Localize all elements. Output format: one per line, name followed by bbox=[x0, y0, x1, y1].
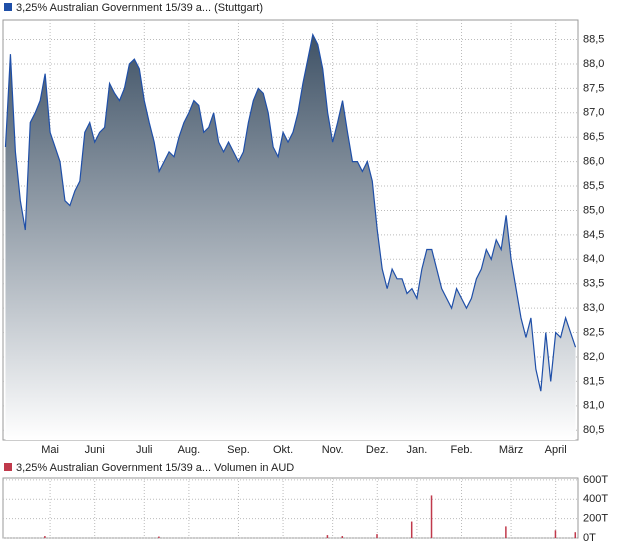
x-tick-label: Aug. bbox=[178, 444, 201, 456]
y-tick-label: 86,0 bbox=[583, 156, 604, 168]
bar bbox=[326, 535, 329, 538]
y-tick-label: 400T bbox=[583, 493, 608, 505]
y-tick-label: 81,5 bbox=[583, 375, 604, 387]
bar bbox=[430, 495, 433, 538]
x-tick-label: April bbox=[545, 444, 567, 456]
y-tick-label: 0T bbox=[583, 532, 596, 544]
y-tick-label: 84,5 bbox=[583, 229, 604, 241]
bar bbox=[44, 536, 46, 538]
x-tick-label: Okt. bbox=[273, 444, 293, 456]
y-tick-label: 200T bbox=[583, 513, 608, 525]
x-tick-label: Jan. bbox=[407, 444, 428, 456]
y-tick-label: 81,0 bbox=[583, 400, 604, 412]
line bbox=[4, 32, 577, 392]
y-tick-label: 88,0 bbox=[583, 58, 604, 70]
x-tick-label: März bbox=[499, 444, 523, 456]
y-tick-label: 85,0 bbox=[583, 204, 604, 216]
bar bbox=[341, 536, 344, 538]
y-tick-label: 82,0 bbox=[583, 351, 604, 363]
y-tick-label: 85,5 bbox=[583, 180, 604, 192]
x-tick-label: Dez. bbox=[366, 444, 389, 456]
bar bbox=[376, 534, 378, 538]
x-tick-label: Nov. bbox=[322, 444, 344, 456]
legend-label: 3,25% Australian Government 15/39 a... (… bbox=[16, 2, 263, 14]
y-tick-label: 600T bbox=[583, 474, 608, 486]
x-tick-label: Juni bbox=[85, 444, 105, 456]
y-tick-label: 83,0 bbox=[583, 302, 604, 314]
legend-label: 3,25% Australian Government 15/39 a... V… bbox=[16, 462, 294, 474]
x-tick-label: Feb. bbox=[451, 444, 473, 456]
plot-frame bbox=[2, 477, 579, 539]
legend-swatch bbox=[4, 3, 12, 11]
y-tick-label: 87,5 bbox=[583, 82, 604, 94]
bar bbox=[158, 536, 160, 538]
bar bbox=[410, 521, 413, 538]
x-tick-label: Mai bbox=[41, 444, 59, 456]
bar bbox=[574, 532, 577, 538]
legend-swatch bbox=[4, 463, 12, 471]
y-tick-label: 88,5 bbox=[583, 33, 604, 45]
y-tick-label: 87,0 bbox=[583, 107, 604, 119]
bar bbox=[505, 526, 507, 538]
area bbox=[5, 34, 576, 441]
y-tick-label: 84,0 bbox=[583, 253, 604, 265]
y-tick-label: 82,5 bbox=[583, 326, 604, 338]
y-tick-label: 83,5 bbox=[583, 278, 604, 290]
x-tick-label: Sep. bbox=[227, 444, 250, 456]
x-tick-label: Juli bbox=[136, 444, 153, 456]
bar bbox=[554, 530, 557, 538]
y-tick-label: 80,5 bbox=[583, 424, 604, 436]
y-tick-label: 86,5 bbox=[583, 131, 604, 143]
